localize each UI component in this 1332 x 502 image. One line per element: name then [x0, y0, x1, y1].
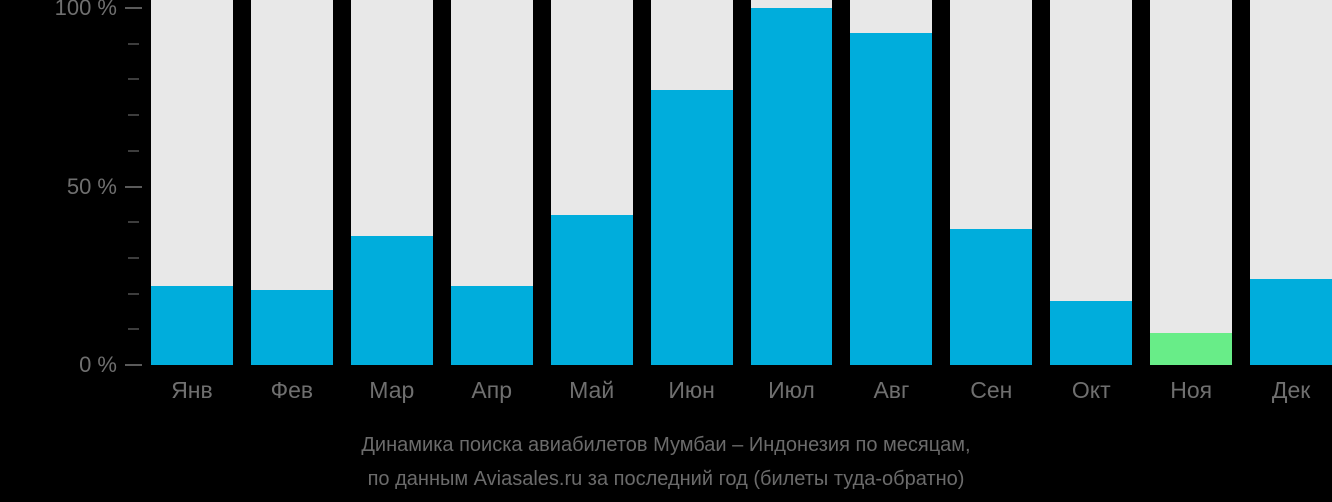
y-axis-tick-minor [128, 78, 139, 81]
x-axis-label: Май [569, 377, 615, 403]
bar-value[interactable] [250, 290, 333, 365]
bar-track[interactable] [1050, 0, 1133, 365]
y-axis-tick-minor [128, 256, 139, 259]
x-axis-label: Авг [873, 377, 910, 403]
y-axis-tick-minor [128, 328, 139, 331]
y-axis-tick-minor [128, 292, 139, 295]
chart-caption: Динамика поиска авиабилетов Мумбаи – Инд… [0, 428, 1332, 496]
bar-track[interactable] [850, 0, 933, 365]
bar-track[interactable] [1150, 0, 1233, 365]
x-axis: Янв Фев Мар Апр Май Июн Июл Авг Сен Окт Ноя Дек [151, 365, 1332, 415]
bar-track[interactable] [450, 0, 533, 365]
bar-value[interactable] [1250, 279, 1332, 365]
y-axis-label: 50 % [66, 173, 117, 199]
bar-value[interactable] [750, 8, 833, 365]
x-axis-label: Дек [1271, 377, 1311, 403]
bar-value[interactable] [950, 229, 1033, 365]
bar-track[interactable] [650, 0, 733, 365]
x-axis-label: Июл [768, 377, 815, 403]
bar-value[interactable] [151, 286, 233, 365]
x-axis-label: Фев [270, 377, 314, 403]
caption-subtitle-line: по данным Aviasales.ru за последний год … [367, 468, 965, 490]
bar-value[interactable] [850, 33, 933, 365]
y-axis-tick-minor [128, 114, 139, 117]
x-axis-label: Янв [171, 377, 213, 403]
x-axis-label: Июн [668, 377, 715, 403]
y-axis-tick-major [125, 364, 142, 366]
bar-value[interactable] [450, 286, 533, 365]
x-axis-label: Мар [369, 377, 415, 403]
y-axis-label: 0 % [79, 352, 117, 377]
caption-title-line: Динамика поиска авиабилетов Мумбаи – Инд… [361, 434, 971, 456]
bar-track[interactable] [950, 0, 1033, 365]
x-axis-label: Ноя [1170, 377, 1213, 403]
plot-area [151, 0, 1332, 365]
y-axis: 100 % 50 % 0 % [0, 0, 145, 377]
bar-value[interactable] [550, 215, 633, 365]
bar-value[interactable] [1050, 300, 1133, 365]
x-axis-label: Сен [970, 377, 1013, 403]
bar-track[interactable] [151, 0, 233, 365]
bar-track[interactable] [250, 0, 333, 365]
bar-value[interactable] [350, 236, 433, 365]
bar-track[interactable] [1250, 0, 1332, 365]
y-axis-tick-minor [128, 42, 139, 45]
bar-track[interactable] [350, 0, 433, 365]
y-axis-tick-minor [128, 221, 139, 224]
bar-value[interactable] [1150, 332, 1233, 365]
bar-value[interactable] [650, 90, 733, 365]
bar-track[interactable] [750, 0, 833, 365]
y-axis-tick-minor [128, 149, 139, 152]
y-axis-label: 100 % [54, 0, 117, 20]
bar-track[interactable] [550, 0, 633, 365]
x-axis-label: Окт [1071, 377, 1111, 403]
x-axis-label: Апр [471, 377, 513, 403]
y-axis-tick-major [125, 7, 142, 9]
y-axis-tick-major [125, 185, 142, 188]
